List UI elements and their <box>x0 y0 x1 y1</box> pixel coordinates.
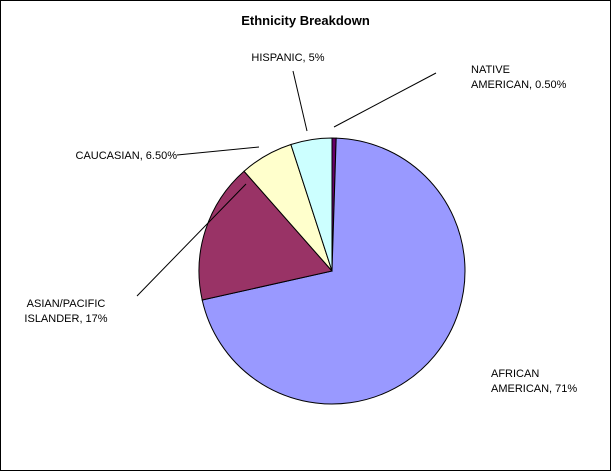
leader-line <box>292 70 308 132</box>
data-label: AFRICAN AMERICAN, 71% <box>491 368 577 395</box>
chart-title: Ethnicity Breakdown <box>241 13 370 28</box>
leader-line <box>333 72 437 128</box>
data-label: HISPANIC, 5% <box>251 52 324 64</box>
data-label: NATIVE AMERICAN, 0.50% <box>471 64 567 91</box>
pie-slice-hispanic <box>290 137 333 272</box>
data-label: CAUCASIAN, 6.50% <box>76 150 178 162</box>
pie-slice-asian-pacific-islander <box>198 170 333 301</box>
leader-line <box>176 146 260 156</box>
pie-slice-african-american <box>201 137 466 405</box>
leader-line <box>136 183 247 297</box>
data-label: ASIAN/PACIFIC ISLANDER, 17% <box>24 298 107 325</box>
